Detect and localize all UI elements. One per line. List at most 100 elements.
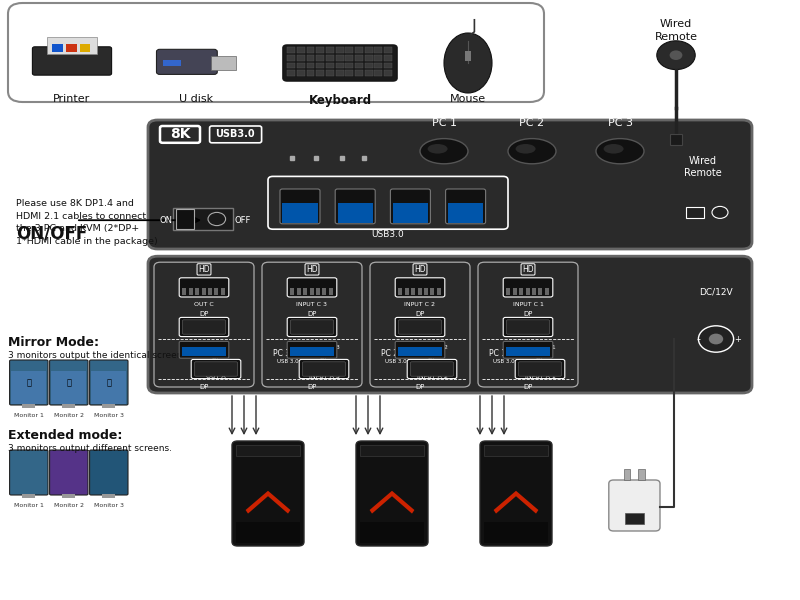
Bar xyxy=(448,203,483,223)
Bar xyxy=(202,288,206,295)
FancyBboxPatch shape xyxy=(290,320,334,334)
Bar xyxy=(306,62,314,68)
Text: INPUT A 3: INPUT A 3 xyxy=(309,374,339,379)
Bar xyxy=(316,55,324,61)
FancyBboxPatch shape xyxy=(395,341,445,358)
Bar xyxy=(11,371,46,404)
Bar xyxy=(195,288,199,295)
Text: Monitor 2: Monitor 2 xyxy=(54,503,84,508)
Bar xyxy=(306,47,314,53)
Bar xyxy=(506,288,510,295)
Text: 🏍: 🏍 xyxy=(26,379,31,388)
FancyBboxPatch shape xyxy=(609,480,660,531)
Bar xyxy=(11,461,46,494)
Bar xyxy=(173,208,233,230)
Bar xyxy=(236,445,300,456)
Text: Monitor 2: Monitor 2 xyxy=(54,413,84,418)
Bar xyxy=(374,55,382,61)
Bar xyxy=(221,288,225,295)
FancyBboxPatch shape xyxy=(90,450,128,495)
Text: INPUT A 2: INPUT A 2 xyxy=(417,374,447,379)
FancyBboxPatch shape xyxy=(446,189,486,224)
Bar xyxy=(670,134,682,145)
Text: USB3.0: USB3.0 xyxy=(215,130,255,139)
Text: USB 3.0: USB 3.0 xyxy=(493,359,515,364)
Text: INPUT B 2: INPUT B 2 xyxy=(417,345,447,350)
Text: USB 3.0: USB 3.0 xyxy=(385,359,407,364)
FancyBboxPatch shape xyxy=(179,341,229,358)
Ellipse shape xyxy=(444,33,492,93)
Bar xyxy=(329,288,333,295)
Bar xyxy=(182,347,226,356)
Text: DP: DP xyxy=(319,354,329,360)
Text: Monitor 3: Monitor 3 xyxy=(94,413,124,418)
FancyBboxPatch shape xyxy=(10,360,48,405)
Ellipse shape xyxy=(604,144,624,154)
Bar xyxy=(365,47,373,53)
Bar xyxy=(326,70,334,76)
Bar xyxy=(424,288,428,295)
FancyBboxPatch shape xyxy=(398,320,442,334)
FancyBboxPatch shape xyxy=(283,45,397,81)
FancyBboxPatch shape xyxy=(10,450,48,495)
Text: DP: DP xyxy=(307,311,317,317)
Bar xyxy=(102,404,115,408)
FancyBboxPatch shape xyxy=(503,317,553,337)
FancyBboxPatch shape xyxy=(287,341,337,358)
FancyBboxPatch shape xyxy=(50,360,88,405)
Text: OUT C: OUT C xyxy=(194,302,214,307)
Bar xyxy=(430,288,434,295)
Text: INPUT B 3: INPUT B 3 xyxy=(309,345,339,350)
Bar xyxy=(297,47,305,53)
Text: DP: DP xyxy=(199,311,209,317)
FancyBboxPatch shape xyxy=(335,189,375,224)
Polygon shape xyxy=(370,491,414,514)
Text: -: - xyxy=(697,334,701,344)
Text: Printer: Printer xyxy=(54,94,90,104)
Bar xyxy=(236,522,300,543)
FancyBboxPatch shape xyxy=(287,278,337,297)
Text: PC 1: PC 1 xyxy=(489,349,506,358)
Bar xyxy=(282,203,318,223)
Bar xyxy=(513,288,517,295)
Text: Mirror Mode:: Mirror Mode: xyxy=(8,336,99,349)
Ellipse shape xyxy=(428,144,448,154)
Bar xyxy=(484,522,548,543)
Bar xyxy=(346,62,354,68)
Bar xyxy=(360,445,424,456)
Bar xyxy=(336,70,343,76)
Bar xyxy=(686,207,704,218)
FancyBboxPatch shape xyxy=(191,359,241,379)
Bar xyxy=(22,404,35,408)
FancyBboxPatch shape xyxy=(407,359,457,379)
Text: OFF: OFF xyxy=(234,215,250,224)
Bar xyxy=(310,288,314,295)
Bar xyxy=(526,288,530,295)
FancyBboxPatch shape xyxy=(182,320,226,334)
Bar xyxy=(214,288,218,295)
Bar xyxy=(374,62,382,68)
Bar xyxy=(326,47,334,53)
Bar xyxy=(62,494,75,498)
Bar xyxy=(51,461,86,494)
Bar xyxy=(355,47,363,53)
Bar xyxy=(208,288,212,295)
Bar xyxy=(297,55,305,61)
Text: DP: DP xyxy=(523,384,533,390)
Bar xyxy=(297,70,305,76)
Bar xyxy=(326,62,334,68)
Text: 3 monitors output different screens.: 3 monitors output different screens. xyxy=(8,444,172,453)
Text: USB3.0: USB3.0 xyxy=(372,230,404,239)
Text: INPUT A 1: INPUT A 1 xyxy=(525,374,555,379)
Circle shape xyxy=(657,41,695,70)
FancyBboxPatch shape xyxy=(8,3,544,102)
Text: Please use 8K DP1.4 and
HDMI 2.1 cables to connect
the 3 PC and KVM (2*DP+
1*HDM: Please use 8K DP1.4 and HDMI 2.1 cables … xyxy=(16,199,158,246)
FancyBboxPatch shape xyxy=(50,450,88,495)
Bar xyxy=(303,288,307,295)
FancyBboxPatch shape xyxy=(287,317,337,337)
Text: DP: DP xyxy=(307,384,317,390)
Bar xyxy=(336,55,343,61)
Bar xyxy=(189,288,193,295)
Text: DP: DP xyxy=(523,311,533,317)
Bar xyxy=(545,288,549,295)
